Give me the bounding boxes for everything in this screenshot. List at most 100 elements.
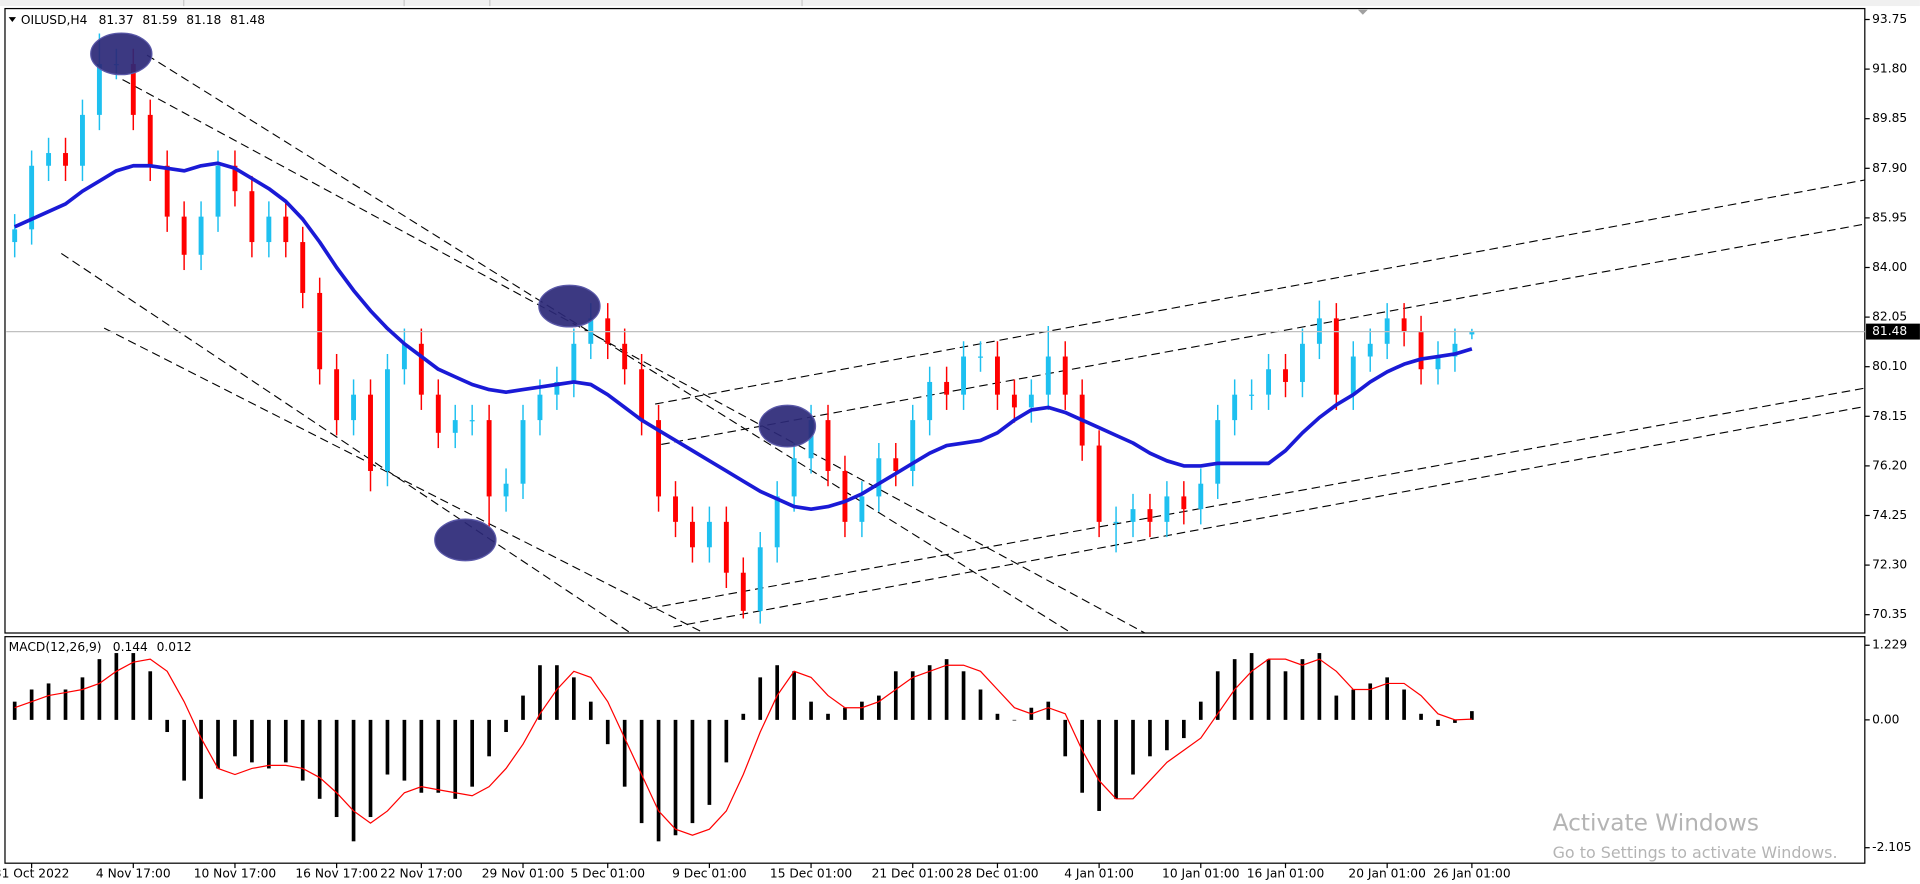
watermark-title: Activate Windows xyxy=(1553,810,1759,837)
candles xyxy=(6,33,1865,624)
candle-body xyxy=(147,114,153,166)
macd-bar xyxy=(1470,711,1474,720)
x-tick-label: 5 Dec 01:00 xyxy=(570,867,645,881)
candle-body xyxy=(1333,318,1339,395)
macd-bar xyxy=(29,689,34,720)
macd-bar xyxy=(860,701,864,720)
candle-body xyxy=(995,356,1000,395)
macd-bar xyxy=(1097,719,1101,811)
current-price-label: 81.48 xyxy=(1872,324,1907,338)
x-tick-label: 22 Nov 17:00 xyxy=(380,867,462,881)
macd-bar xyxy=(63,689,68,720)
macd-bar xyxy=(267,719,271,769)
trend-line xyxy=(648,387,1865,610)
x-tick-label: 28 Dec 01:00 xyxy=(956,867,1038,881)
x-tick-label: 21 Dec 01:00 xyxy=(872,867,954,881)
candle-body xyxy=(1249,394,1255,396)
y-tick-label: 82.05 xyxy=(1872,310,1907,324)
candle-body xyxy=(164,165,170,217)
candle-body xyxy=(198,216,204,255)
y-tick-label: 80.10 xyxy=(1872,359,1907,373)
macd-bar xyxy=(690,719,695,824)
trend-line xyxy=(146,54,1072,634)
swing-marker xyxy=(434,518,497,562)
candle-body xyxy=(418,343,424,395)
symbol-menu-arrow[interactable] xyxy=(8,17,17,23)
macd-bar xyxy=(572,677,576,720)
x-tick-label: 16 Nov 17:00 xyxy=(295,867,377,881)
candle-body xyxy=(401,343,407,370)
macd-bar xyxy=(1283,671,1288,720)
macd-bar xyxy=(588,701,593,720)
macd-bar xyxy=(351,719,356,842)
candle-body xyxy=(1130,509,1136,522)
macd-bar xyxy=(1131,719,1135,775)
x-tick-label: 9 Dec 01:00 xyxy=(672,867,747,881)
macd-bar xyxy=(1181,719,1186,739)
macd-bar xyxy=(978,689,983,720)
macd-bar xyxy=(1385,677,1390,720)
candle-body xyxy=(181,216,187,255)
candle-body xyxy=(469,420,475,422)
candle-body xyxy=(690,521,695,548)
macd-bar xyxy=(792,671,796,720)
current-price-box xyxy=(1866,323,1920,340)
header-close: 81.48 xyxy=(230,13,265,27)
trend-line xyxy=(655,179,1865,405)
candle-body xyxy=(825,420,831,471)
macd-bar xyxy=(1300,659,1305,720)
macd-bar xyxy=(385,719,390,775)
swing-marker xyxy=(538,284,601,328)
macd-bar xyxy=(419,719,424,793)
overlays xyxy=(13,161,1473,511)
trendlines xyxy=(61,54,1865,634)
candle-body xyxy=(249,191,255,243)
candle-body xyxy=(63,153,68,166)
macd-bar xyxy=(80,677,85,720)
macd-bar xyxy=(148,671,153,720)
macd-bar xyxy=(809,701,813,720)
macd-bar xyxy=(165,719,170,733)
y-tick-label: 84.00 xyxy=(1872,260,1907,274)
candle-body xyxy=(1435,356,1441,370)
candle-body xyxy=(435,394,441,433)
macd-bar xyxy=(1046,701,1051,720)
trend-line xyxy=(661,223,1865,445)
macd-bar xyxy=(893,671,898,720)
macd-panel xyxy=(4,636,1866,864)
macd-bar xyxy=(182,719,186,781)
swing-markers xyxy=(90,32,817,562)
macd-bar xyxy=(639,719,644,824)
macd-bar xyxy=(300,719,305,781)
macd-bar xyxy=(605,719,610,745)
candle-body xyxy=(1045,356,1051,395)
macd-bar xyxy=(877,695,881,720)
candle-body xyxy=(1181,496,1187,510)
y-tick-label: 72.30 xyxy=(1872,558,1907,572)
y-tick-label: -2.105 xyxy=(1872,840,1911,854)
macd-bar xyxy=(1351,689,1356,720)
macd-bar xyxy=(775,665,780,720)
candle-body xyxy=(859,496,865,522)
candle-body xyxy=(1350,356,1356,395)
macd-bar xyxy=(317,719,322,799)
candle-body xyxy=(215,165,221,217)
candle-body xyxy=(232,165,238,192)
x-tick-label: 4 Jan 01:00 xyxy=(1064,867,1134,881)
moving-average-line xyxy=(13,161,1473,511)
candle-body xyxy=(571,343,577,382)
macd-bar xyxy=(1419,713,1423,720)
macd-bar xyxy=(283,719,288,763)
x-tick-label: 29 Nov 01:00 xyxy=(482,867,564,881)
macd-bar xyxy=(233,719,237,757)
macd-bar xyxy=(436,719,441,793)
candle-body xyxy=(1401,318,1407,332)
candle-body xyxy=(334,369,340,421)
candle-body xyxy=(300,242,306,293)
candle-body xyxy=(503,483,509,497)
tab-strip xyxy=(0,0,1920,7)
candle-body xyxy=(1266,369,1272,395)
candle-body xyxy=(554,381,560,395)
candle-body xyxy=(130,64,136,115)
